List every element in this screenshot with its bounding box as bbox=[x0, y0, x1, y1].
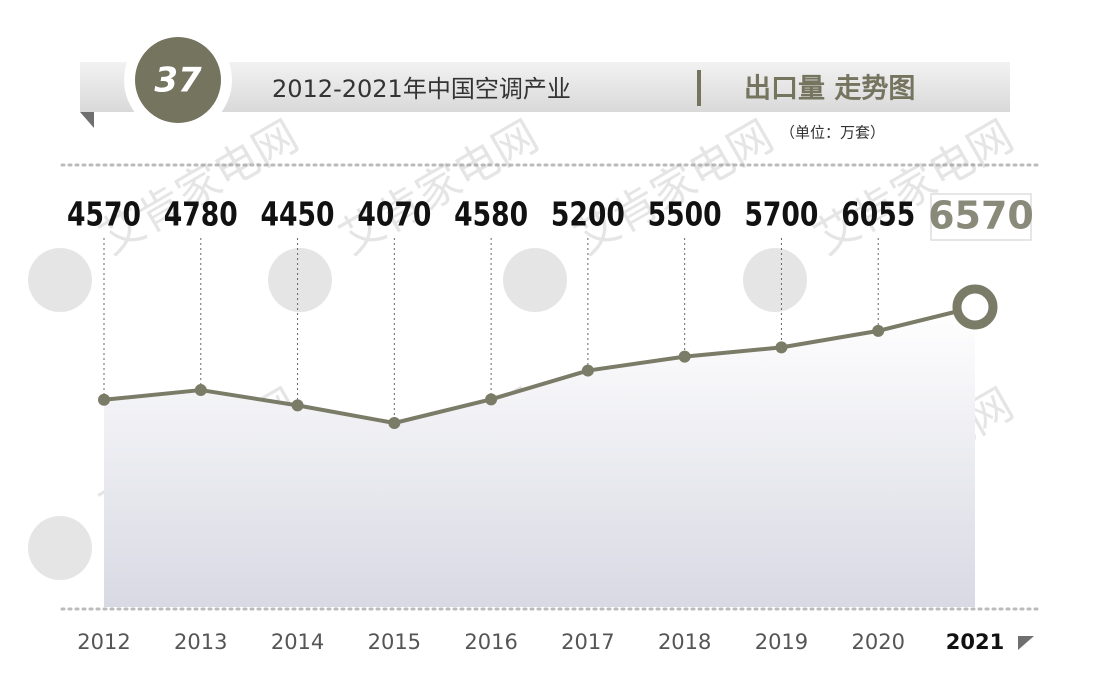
value-label: 4570 bbox=[67, 195, 141, 234]
value-label: 4450 bbox=[261, 195, 335, 234]
unit-label: （单位：万套） bbox=[780, 124, 885, 142]
value-label: 5700 bbox=[744, 195, 818, 234]
value-label: 4580 bbox=[454, 195, 528, 234]
watermark-logo bbox=[743, 248, 807, 312]
watermark-logo bbox=[503, 248, 567, 312]
value-label: 4780 bbox=[164, 195, 238, 234]
point-marker bbox=[194, 384, 207, 397]
x-tick-label: 2015 bbox=[368, 630, 421, 654]
x-tick-label: 2016 bbox=[464, 630, 517, 654]
watermark-text: 艾肯家电网 bbox=[331, 111, 547, 265]
point-marker bbox=[678, 350, 691, 363]
x-tick-label: 2021 bbox=[946, 630, 1004, 654]
watermark-logo bbox=[28, 516, 92, 580]
point-marker bbox=[388, 417, 401, 429]
watermark-logo bbox=[268, 248, 332, 312]
value-label: 6570 bbox=[928, 194, 1034, 238]
area-fill bbox=[104, 307, 975, 607]
value-label: 4070 bbox=[357, 195, 431, 234]
watermark-logo bbox=[28, 248, 92, 312]
chart-subtitle: 出口量 走势图 bbox=[744, 74, 915, 105]
title-divider bbox=[697, 70, 701, 106]
value-label: 5500 bbox=[648, 195, 722, 234]
point-marker bbox=[98, 393, 110, 406]
badge-number: 37 bbox=[154, 61, 202, 101]
point-marker bbox=[291, 399, 304, 412]
point-marker bbox=[485, 393, 498, 406]
x-tick-label: 2020 bbox=[851, 630, 904, 654]
watermark-text: 艾肯家电网 bbox=[566, 111, 782, 265]
badge bbox=[135, 37, 221, 123]
value-label-box bbox=[930, 193, 1032, 241]
chart-title: 2012-2021年中国空调产业 bbox=[272, 75, 571, 103]
point-marker bbox=[775, 341, 788, 354]
watermark-text: 艾肯家电网 bbox=[91, 111, 307, 265]
point-marker bbox=[581, 364, 594, 377]
header-bar bbox=[80, 62, 1010, 112]
x-tick-label: 2012 bbox=[77, 630, 130, 654]
point-marker bbox=[952, 284, 998, 330]
data-line bbox=[103, 305, 976, 425]
x-tick-label: 2017 bbox=[561, 630, 614, 654]
x-tick-label: 2014 bbox=[271, 630, 324, 654]
x-tick-label: 2019 bbox=[755, 630, 808, 654]
x-tick-label: 2018 bbox=[658, 630, 711, 654]
header-corner bbox=[80, 112, 94, 128]
footer-corner bbox=[1018, 636, 1034, 650]
point-marker bbox=[872, 324, 885, 337]
value-label: 6055 bbox=[841, 195, 915, 234]
value-label: 5200 bbox=[551, 195, 625, 234]
x-tick-label: 2013 bbox=[174, 630, 227, 654]
